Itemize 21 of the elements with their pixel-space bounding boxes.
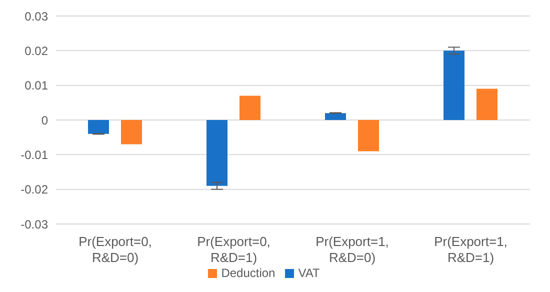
bar (206, 120, 228, 186)
bar (358, 120, 379, 152)
bar (88, 120, 109, 134)
y-tick-label: -0.03 (20, 217, 48, 232)
x-tick-label: Pr(Export=0, R&D=0) (78, 234, 152, 265)
x-tick-label: Pr(Export=1, R&D=1) (434, 234, 508, 265)
y-tick-label: 0 (41, 113, 48, 128)
x-tick-label: Pr(Export=1, R&D=0) (316, 234, 389, 265)
y-tick-label: 0.03 (24, 9, 48, 24)
y-tick-label: -0.02 (20, 182, 48, 197)
bar (443, 50, 464, 120)
y-tick-label: 0.01 (24, 78, 48, 93)
legend-label: Deduction (221, 266, 276, 280)
y-tick-label: -0.01 (20, 148, 48, 162)
y-tick-label: 0.02 (24, 44, 48, 58)
bar (324, 113, 346, 120)
bar (120, 120, 142, 144)
bar (239, 96, 260, 120)
legend-label: VAT (298, 266, 320, 280)
bar (476, 88, 498, 120)
x-tick-label: Pr(Export=0, R&D=1) (197, 234, 270, 265)
